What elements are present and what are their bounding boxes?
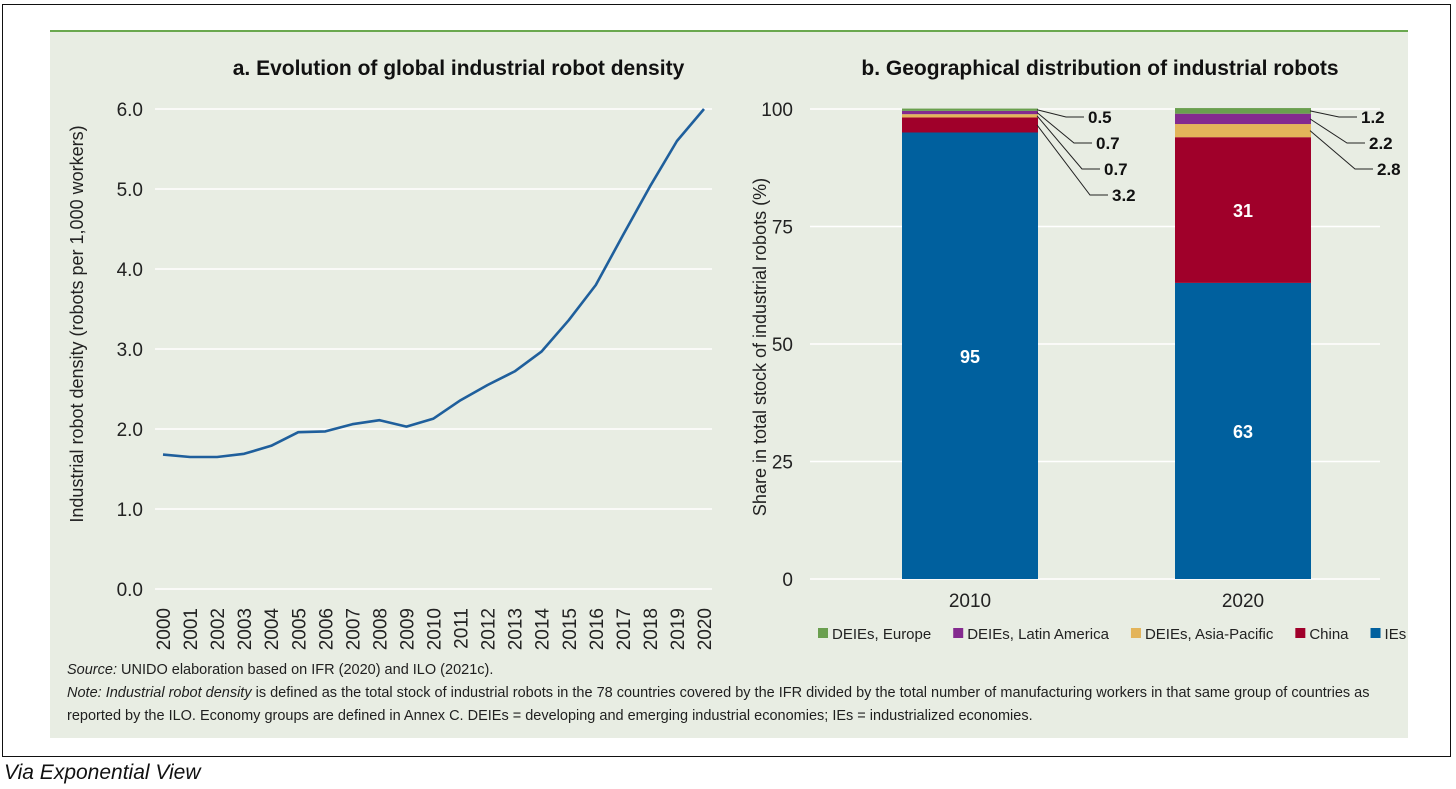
chart-b-data-label: 0.7 — [1096, 134, 1120, 153]
chart-a-xtick: 2009 — [397, 608, 418, 650]
chart-a-xtick: 2019 — [668, 608, 689, 650]
chart-b-legend-swatch — [953, 628, 964, 638]
chart-a-xtick: 2017 — [614, 608, 635, 650]
chart-a-xtick: 2007 — [343, 608, 364, 650]
chart-b-data-label: 31 — [1233, 201, 1253, 221]
chart-b-legend-label: DEIEs, Asia-Pacific — [1145, 626, 1274, 643]
chart-b-bar-segment — [902, 108, 1038, 111]
chart-b-data-label: 63 — [1233, 422, 1253, 442]
chart-a-xtick: 2008 — [370, 608, 391, 650]
chart-b-legend-swatch — [818, 628, 828, 638]
chart-b-title: b. Geographical distribution of industri… — [861, 57, 1338, 80]
chart-a-xtick: 2018 — [641, 608, 662, 650]
chart-a-xtick: 2006 — [316, 608, 337, 650]
chart-a-title: a. Evolution of global industrial robot … — [233, 57, 685, 80]
chart-b-data-label: 0.5 — [1088, 108, 1112, 127]
chart-a-ytick: 0.0 — [117, 580, 143, 601]
chart-a-xtick: 2013 — [506, 608, 527, 650]
chart-b-data-label: 2.8 — [1377, 160, 1401, 179]
chart-b-data-label: 2.2 — [1369, 134, 1393, 153]
chart-a-xtick: 2010 — [425, 608, 446, 650]
chart-a-ytick: 2.0 — [117, 420, 143, 441]
via-caption: Via Exponential View — [4, 761, 201, 784]
chart-b-legend-label: IEs — [1385, 626, 1407, 643]
note-label: Note: — [67, 685, 102, 701]
chart-panel: a. Evolution of global industrial robot … — [50, 30, 1408, 738]
chart-b-legend-label: DEIEs, Europe — [832, 626, 931, 643]
chart-b-leader-line — [1309, 110, 1357, 118]
chart-b-bar-segment — [1175, 282, 1311, 579]
chart-b-bar-segment — [1175, 137, 1311, 283]
source-text: UNIDO elaboration based on IFR (2020) an… — [116, 662, 494, 678]
chart-a-ylabel: Industrial robot density (robots per 1,0… — [67, 125, 87, 522]
chart-a-xtick: 2001 — [181, 608, 202, 650]
chart-a-xtick: 2005 — [289, 608, 310, 650]
chart-b-data-label: 0.7 — [1104, 160, 1128, 179]
chart-a-series-line — [162, 108, 705, 459]
chart-b-leader-line — [1309, 118, 1365, 144]
chart-b-data-label: 95 — [960, 347, 980, 367]
source-note: Source: UNIDO elaboration based on IFR (… — [67, 659, 1397, 682]
chart-b-legend-swatch — [1295, 628, 1306, 638]
chart-b-ytick: 25 — [772, 453, 793, 474]
chart-b-legend-label: China — [1309, 626, 1349, 643]
charts-svg: a. Evolution of global industrial robot … — [67, 57, 1407, 651]
chart-a-ytick: 1.0 — [117, 500, 143, 521]
chart-b-bar-segment — [1175, 108, 1311, 114]
definition-note: Note: Industrial robot density is define… — [67, 682, 1397, 728]
note-text: is defined as the total stock of industr… — [67, 685, 1370, 724]
chart-a-ytick: 4.0 — [117, 260, 143, 281]
chart-a-xtick: 2020 — [695, 608, 716, 650]
chart-a-xtick: 2003 — [235, 608, 256, 650]
chart-b-leader-line — [1036, 112, 1092, 144]
chart-a-ytick: 5.0 — [117, 180, 143, 201]
chart-a-ytick: 6.0 — [117, 100, 143, 121]
chart-b-ytick: 100 — [761, 100, 793, 121]
chart-b-ytick: 50 — [772, 335, 793, 356]
chart-b-leader-line — [1036, 124, 1108, 196]
chart-b-bar-segment — [1175, 124, 1311, 138]
chart-a-xtick: 2016 — [587, 608, 608, 650]
chart-a-xtick: 2012 — [479, 608, 500, 650]
chart-a-ytick: 3.0 — [117, 340, 143, 361]
chart-b-leader-line — [1309, 130, 1373, 170]
chart-b-xtick: 2010 — [949, 591, 991, 612]
chart-b-legend-swatch — [1130, 628, 1141, 638]
chart-a-xtick: 2011 — [452, 608, 473, 649]
chart-b-xtick: 2020 — [1222, 591, 1264, 612]
chart-b-ytick: 75 — [772, 218, 793, 239]
chart-b-bar-segment — [902, 114, 1038, 118]
note-term: Industrial robot density — [101, 685, 252, 701]
chart-b-bar-segment — [902, 117, 1038, 133]
chart-b-ylabel: Share in total stock of industrial robot… — [750, 178, 770, 516]
chart-b-ytick: 0 — [782, 570, 793, 591]
chart-a-xtick: 2000 — [154, 608, 175, 650]
chart-b-data-label: 3.2 — [1112, 186, 1136, 205]
chart-b-leader-line — [1036, 115, 1100, 170]
chart-a-xtick: 2002 — [208, 608, 229, 650]
chart-b-legend-label: DEIEs, Latin America — [967, 626, 1109, 643]
chart-b-data-label: 1.2 — [1361, 108, 1385, 127]
chart-b-leader-line — [1036, 109, 1084, 118]
chart-b-bar-segment — [1175, 113, 1311, 125]
chart-a-xtick: 2015 — [560, 608, 581, 650]
figure-frame: a. Evolution of global industrial robot … — [2, 4, 1451, 757]
chart-a-xtick: 2004 — [262, 608, 283, 651]
source-label: Source: — [67, 662, 117, 678]
chart-b-legend-swatch — [1370, 628, 1381, 638]
chart-notes: Source: UNIDO elaboration based on IFR (… — [67, 659, 1397, 728]
chart-b-bar-segment — [902, 110, 1038, 115]
chart-a-xtick: 2014 — [533, 608, 554, 651]
chart-b-bar-segment — [902, 132, 1038, 579]
